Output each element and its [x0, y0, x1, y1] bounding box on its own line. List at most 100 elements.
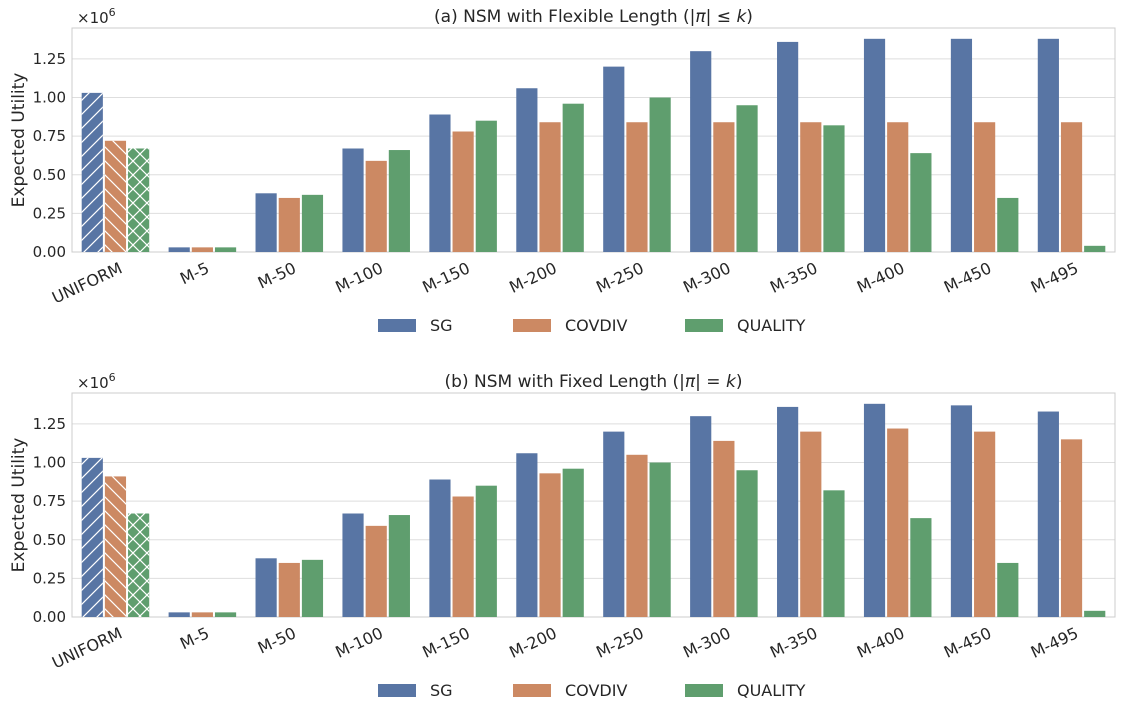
bar-sg-m-200 [516, 453, 538, 617]
bar-covdiv-m-150 [452, 131, 474, 252]
bar-covdiv-m-450 [974, 122, 996, 252]
bar-covdiv-m-300 [713, 122, 735, 252]
bar-quality-m-5 [214, 247, 237, 252]
bar-sg-m-300 [690, 51, 712, 253]
bar-covdiv-m-350 [800, 431, 822, 617]
legend-label-sg: SG [430, 316, 453, 335]
x-tick-label: M-5 [177, 623, 212, 653]
legend-label-covdiv: COVDIV [565, 681, 627, 700]
x-tick-label: M-200 [506, 623, 559, 661]
plot-frame [71, 27, 1116, 253]
bar-hatch-sg-uniform [81, 457, 103, 617]
bar-quality-m-150 [475, 120, 497, 252]
bar-quality-m-200 [562, 468, 584, 617]
x-tick-label: M-250 [593, 258, 646, 296]
x-tick-label: M-350 [767, 623, 820, 661]
legend-swatch-covdiv [513, 319, 551, 332]
bar-sg-m-150 [429, 114, 451, 252]
y-tick-label: 0.75 [33, 492, 66, 510]
bar-hatch-covdiv-uniform [104, 140, 127, 252]
chart-title-prefix: (b) NSM with Fixed Length (| [445, 372, 685, 392]
bar-quality-m-50 [301, 559, 324, 617]
y-axis-label: Expected Utility [9, 438, 29, 573]
legend-swatch-sg [378, 319, 416, 332]
y-tick-label: 0.00 [33, 608, 66, 626]
bar-quality-m-400 [910, 153, 932, 252]
bar-covdiv-m-5 [191, 247, 213, 252]
chart-title-pi: π [685, 372, 696, 392]
bar-covdiv-m-250 [626, 122, 648, 252]
x-tick-label: M-5 [177, 258, 212, 288]
x-tick-label: M-450 [941, 258, 994, 296]
chart-title-prefix: (a) NSM with Flexible Length (| [434, 7, 695, 27]
legend-swatch-covdiv [513, 684, 551, 697]
y-tick-label: 0.50 [33, 531, 66, 549]
bar-covdiv-m-50 [278, 197, 300, 252]
chart-title-suffix: ) [746, 7, 753, 27]
chart-title-k: k [726, 372, 737, 392]
bar-covdiv-m-150 [452, 496, 474, 617]
bar-sg-m-5 [168, 612, 190, 617]
bar-sg-m-350 [777, 41, 799, 253]
chart-panel-b: 0.00 0.25 0.50 0.75 1.00 1.25 UNIFORM M-5 M-50 M-… [9, 371, 1116, 700]
legend-swatch-sg [378, 684, 416, 697]
bar-hatch-quality-uniform [128, 148, 150, 252]
y-scale-exponent: 6 [109, 6, 116, 19]
bar-covdiv-m-400 [887, 122, 909, 252]
bar-covdiv-m-495 [1060, 122, 1083, 252]
bar-sg-m-150 [429, 479, 451, 617]
bar-quality-m-200 [562, 103, 584, 252]
bar-quality-m-250 [649, 462, 671, 617]
bar-quality-m-300 [736, 470, 758, 617]
bar-quality-m-495 [1084, 610, 1106, 617]
x-tick-label: M-400 [854, 623, 907, 661]
bar-covdiv-m-450 [974, 431, 996, 617]
bar-quality-m-450 [997, 197, 1019, 252]
bar-sg-m-5 [168, 247, 190, 252]
x-tick-label: M-350 [767, 258, 820, 296]
x-tick-label: M-150 [419, 258, 472, 296]
legend-label-sg: SG [430, 681, 453, 700]
chart-title-pi: π [695, 7, 706, 27]
bar-sg-m-450 [950, 38, 973, 252]
y-scale-label: ×106 [77, 6, 116, 27]
bar-covdiv-m-5 [191, 612, 213, 617]
x-tick-label: M-300 [680, 623, 733, 661]
x-tick-label: M-200 [506, 258, 559, 296]
y-tick-label: 0.75 [33, 127, 66, 145]
bar-covdiv-m-495 [1060, 439, 1083, 617]
bar-hatch-covdiv-uniform [104, 476, 127, 617]
x-tick-label: UNIFORM [49, 258, 125, 307]
bar-covdiv-m-200 [539, 122, 561, 252]
y-tick-label: 0.50 [33, 166, 66, 184]
y-axis-label: Expected Utility [9, 73, 29, 208]
x-tick-label: M-250 [593, 623, 646, 661]
bar-covdiv-m-100 [365, 525, 387, 617]
plot-frame [71, 392, 1116, 618]
x-tick-label: M-50 [255, 623, 299, 657]
bar-covdiv-m-50 [278, 562, 300, 617]
bar-quality-m-300 [736, 105, 758, 252]
bar-sg-m-250 [603, 66, 625, 252]
bar-covdiv-m-400 [887, 428, 909, 617]
bar-covdiv-m-250 [626, 454, 648, 617]
legend-label-quality: QUALITY [737, 681, 806, 700]
legend-swatch-quality [685, 319, 723, 332]
bar-sg-m-50 [255, 558, 277, 617]
bar-sg-m-450 [950, 405, 973, 617]
y-tick-label: 1.25 [33, 415, 66, 433]
bar-covdiv-m-300 [713, 440, 735, 617]
y-scale-exponent: 6 [109, 371, 116, 384]
bar-quality-m-450 [997, 562, 1019, 617]
bar-quality-m-50 [301, 194, 324, 252]
y-scale-base: ×10 [77, 9, 109, 27]
bar-hatch-quality-uniform [128, 513, 150, 617]
x-tick-label: UNIFORM [49, 623, 125, 672]
legend-label-covdiv: COVDIV [565, 316, 627, 335]
bar-quality-m-100 [388, 515, 410, 617]
legend-swatch-quality [685, 684, 723, 697]
bar-hatch-sg-uniform [81, 92, 103, 253]
bar-quality-m-250 [649, 97, 671, 252]
bar-quality-m-400 [910, 518, 932, 617]
